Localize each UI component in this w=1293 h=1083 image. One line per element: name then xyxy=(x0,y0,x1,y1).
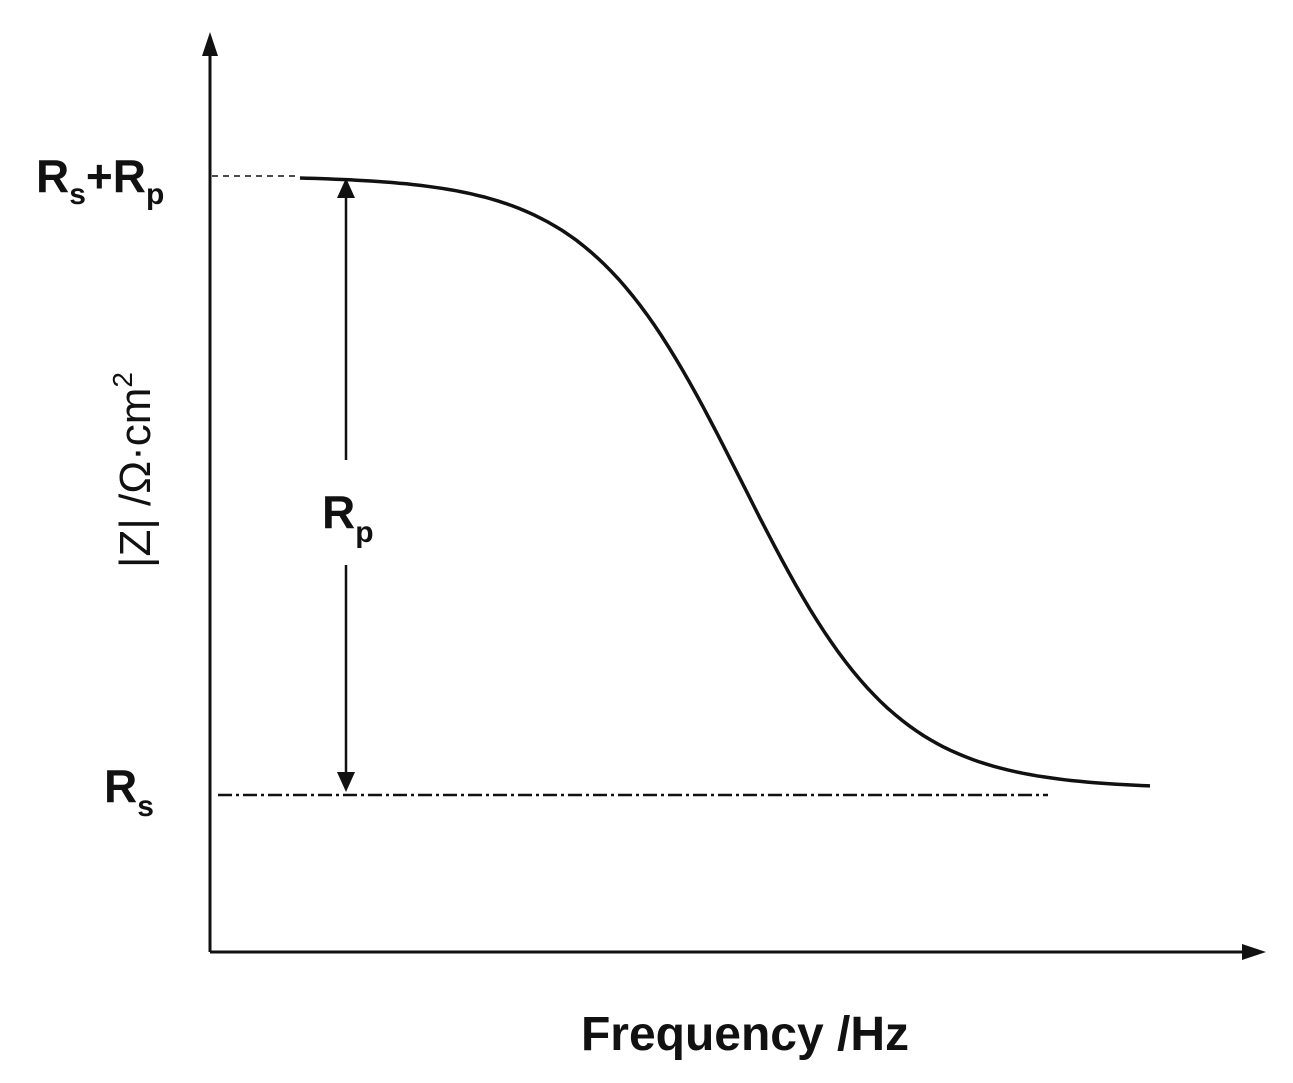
y-axis-label: |Z| /Ω·cm2 xyxy=(107,372,160,568)
arrow-up-icon xyxy=(337,178,355,198)
rp-double-arrow xyxy=(337,178,355,792)
rs-label: Rs xyxy=(104,760,154,823)
rp-label: Rp xyxy=(322,486,374,549)
rs-rp-label: Rs+Rp xyxy=(36,150,164,211)
x-axis-label: Frequency /Hz xyxy=(581,1008,909,1061)
impedance-curve xyxy=(299,176,1151,788)
x-axis-arrow-icon xyxy=(1242,944,1266,960)
y-axis-arrow-icon xyxy=(202,32,218,56)
arrow-down-icon xyxy=(337,772,355,792)
